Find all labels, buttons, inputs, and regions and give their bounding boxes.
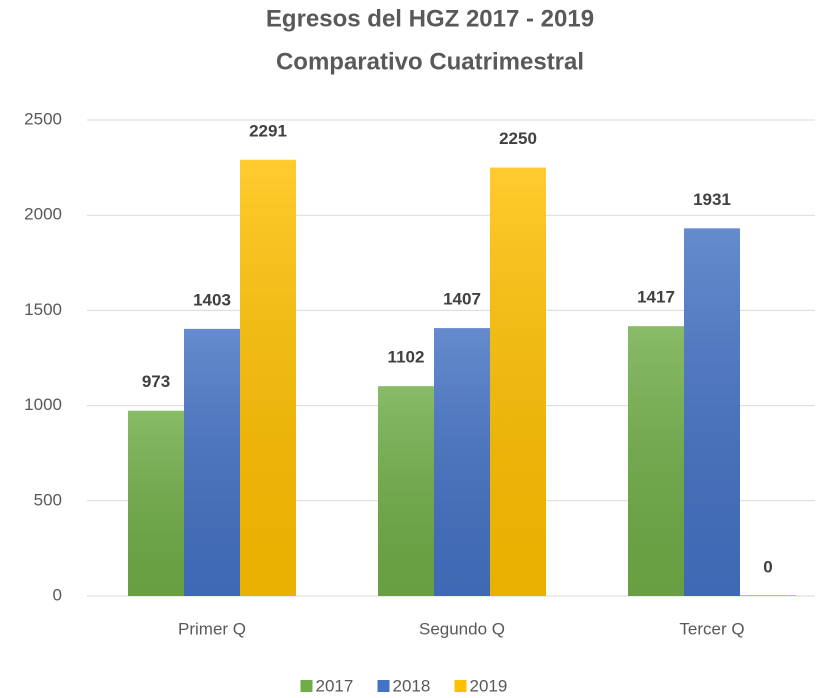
y-tick-label: 1000 (24, 395, 62, 414)
legend-label: 2019 (470, 676, 508, 695)
bar-shade (628, 326, 684, 596)
x-tick-label: Primer Q (178, 619, 246, 638)
legend-label: 2017 (316, 676, 354, 695)
bar-shade (684, 228, 740, 597)
y-tick-label: 1500 (24, 300, 62, 319)
y-tick-label: 0 (53, 585, 62, 604)
x-tick-label: Tercer Q (679, 619, 744, 638)
value-label: 973 (142, 372, 170, 391)
bar-shade (434, 328, 490, 596)
value-label: 1102 (388, 348, 425, 367)
value-label: 1931 (693, 190, 731, 209)
y-tick-label: 2500 (24, 109, 62, 128)
legend-swatch (377, 680, 390, 692)
y-tick-label: 500 (34, 490, 62, 509)
value-label: 0 (763, 557, 772, 576)
y-tick-label: 2000 (24, 205, 62, 224)
legend-swatch (454, 680, 467, 692)
chart-title: Egresos del HGZ 2017 - 2019 (266, 5, 594, 32)
bar-shade (240, 159, 296, 597)
bar-shade (128, 410, 184, 596)
value-label: 1403 (193, 290, 231, 309)
bar-shade (378, 386, 434, 596)
value-label: 1407 (443, 290, 481, 309)
legend-swatch (300, 680, 313, 692)
x-tick-label: Segundo Q (419, 619, 505, 638)
bar (740, 595, 796, 596)
bar-shade (184, 328, 240, 596)
value-label: 2250 (499, 129, 537, 148)
bar-shade (490, 167, 546, 596)
chart-subtitle: Comparativo Cuatrimestral (276, 48, 584, 75)
value-label: 1417 (637, 288, 675, 307)
legend-label: 2018 (393, 676, 431, 695)
value-label: 2291 (249, 121, 287, 140)
